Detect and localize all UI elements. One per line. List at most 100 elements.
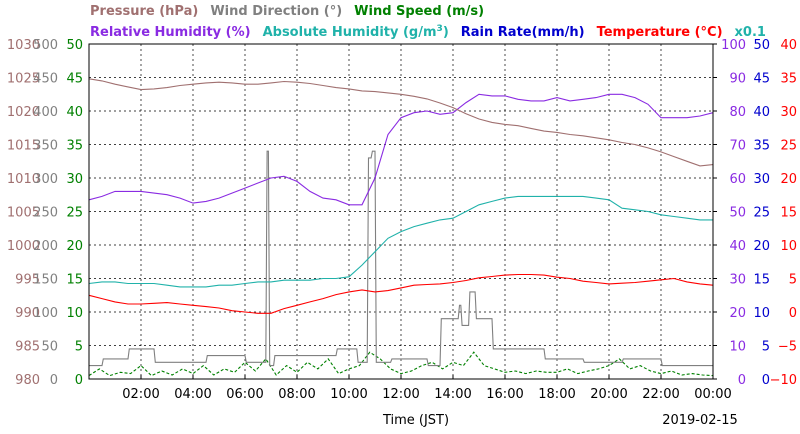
rain_rate-tick: 50 [753, 38, 770, 53]
header-top-1: Wind Direction (°) [210, 4, 342, 19]
rain_rate-tick: 35 [753, 139, 770, 154]
series-relative-humidity [88, 93, 714, 206]
pressure-tick: 1000 [7, 239, 40, 254]
wind_speed-tick: 25 [66, 206, 83, 221]
x-tick-label: 00:00 [694, 387, 731, 402]
wind_direction-tick: 250 [33, 206, 58, 221]
x-tick-label: 20:00 [590, 387, 627, 402]
wind_speed-tick: 10 [66, 306, 83, 321]
wind_speed-tick: 50 [66, 38, 83, 53]
temperature-tick: 10 [780, 239, 797, 254]
relative_humidity-tick: 40 [729, 239, 746, 254]
series-temperature [88, 273, 714, 314]
grid [89, 44, 713, 379]
series-wind-direction [89, 150, 713, 367]
x-tick-label: 16:00 [486, 387, 523, 402]
wind_direction-tick: 450 [33, 72, 58, 87]
relative_humidity-tick: 70 [729, 139, 746, 154]
wind_direction-tick: 0 [50, 373, 58, 388]
pressure-tick: 1020 [7, 105, 40, 120]
x-tick-label: 04:00 [174, 387, 211, 402]
series-pressure [88, 78, 714, 167]
wind_direction-tick: 100 [33, 306, 58, 321]
date-label: 2019-02-15 [662, 413, 738, 428]
temperature-tick: 30 [780, 105, 797, 120]
header-bottom-1: Absolute Humidity (g/m3) [263, 24, 449, 40]
pressure-tick: 980 [15, 373, 40, 388]
temperature-tick: −10 [770, 373, 797, 388]
rain_rate-tick: 20 [753, 239, 770, 254]
rain_rate-tick: 45 [753, 72, 770, 87]
x-tick-label: 22:00 [642, 387, 679, 402]
pressure-tick: 995 [15, 273, 40, 288]
temperature-tick: 5 [789, 273, 797, 288]
series-wind-speed [88, 351, 714, 377]
right-axes: 1009080706050403020100504540353025201510… [713, 38, 797, 388]
pressure-tick: 990 [15, 306, 40, 321]
wind_speed-tick: 15 [66, 273, 83, 288]
rain_rate-tick: 10 [753, 306, 770, 321]
rain_rate-tick: 40 [753, 105, 770, 120]
pressure-tick: 1030 [7, 38, 40, 53]
rain_rate-tick: 15 [753, 273, 770, 288]
pressure-tick: 1015 [7, 139, 40, 154]
relative_humidity-tick: 30 [729, 273, 746, 288]
header-bottom-3: Temperature (°C) [597, 25, 723, 40]
x-tick-label: 18:00 [538, 387, 575, 402]
wind_direction-tick: 500 [33, 38, 58, 53]
rain_rate-tick: 0 [762, 373, 770, 388]
temperature-tick: −5 [778, 340, 797, 355]
relative_humidity-tick: 10 [729, 340, 746, 355]
wind_speed-tick: 20 [66, 239, 83, 254]
rain_rate-tick: 25 [753, 206, 770, 221]
header-top-0: Pressure (hPa) [90, 4, 198, 19]
wind_direction-tick: 200 [33, 239, 58, 254]
header-bottom-2: Rain Rate(mm/h) [461, 25, 585, 40]
x-tick-label: 12:00 [382, 387, 419, 402]
series-group [88, 78, 714, 377]
relative_humidity-tick: 100 [721, 38, 746, 53]
temperature-tick: 25 [780, 139, 797, 154]
pressure-tick: 1010 [7, 172, 40, 187]
temperature-tick: 0 [789, 306, 797, 321]
wind_speed-tick: 35 [66, 139, 83, 154]
pressure-tick: 1005 [7, 206, 40, 221]
wind_speed-tick: 40 [66, 105, 83, 120]
temperature-tick: 35 [780, 72, 797, 87]
pressure-tick: 1025 [7, 72, 40, 87]
wind_speed-tick: 5 [75, 340, 83, 355]
pressure-tick: 985 [15, 340, 40, 355]
wind_speed-tick: 45 [66, 72, 83, 87]
temperature-tick: 15 [780, 206, 797, 221]
x-axis-ticks: 02:00 04:00 06:00 08:00 10:00 12:00 14:00 16:00… [122, 375, 732, 402]
x-tick-label: 10:00 [330, 387, 367, 402]
x-tick-label: 14:00 [434, 387, 471, 402]
left-axes: 1030102510201015101010051000995990985980… [7, 38, 83, 388]
temperature-tick: 20 [780, 172, 797, 187]
header-top-2: Wind Speed (m/s) [354, 4, 484, 19]
x-tick-label: 08:00 [278, 387, 315, 402]
header-bottom-4: x0.1 [735, 25, 766, 40]
wind_direction-tick: 400 [33, 105, 58, 120]
wind_speed-tick: 30 [66, 172, 83, 187]
relative_humidity-tick: 60 [729, 172, 746, 187]
relative_humidity-tick: 0 [738, 373, 746, 388]
wind_direction-tick: 50 [41, 340, 58, 355]
wind_direction-tick: 300 [33, 172, 58, 187]
series-absolute-humidity-x0-1 [88, 195, 713, 288]
relative_humidity-tick: 50 [729, 206, 746, 221]
wind_speed-tick: 0 [75, 373, 83, 388]
rain_rate-tick: 30 [753, 172, 770, 187]
relative_humidity-tick: 80 [729, 105, 746, 120]
chart-headers: Pressure (hPa) Wind Direction (°) Wind Spe… [90, 4, 766, 40]
relative_humidity-tick: 20 [729, 306, 746, 321]
wind_direction-tick: 350 [33, 139, 58, 154]
x-axis-label: Time (JST) [382, 413, 449, 428]
temperature-tick: 40 [780, 38, 797, 53]
wind_direction-tick: 150 [33, 273, 58, 288]
relative_humidity-tick: 90 [729, 72, 746, 87]
header-bottom-0: Relative Humidity (%) [90, 25, 251, 40]
x-tick-label: 06:00 [226, 387, 263, 402]
x-tick-label: 02:00 [122, 387, 159, 402]
